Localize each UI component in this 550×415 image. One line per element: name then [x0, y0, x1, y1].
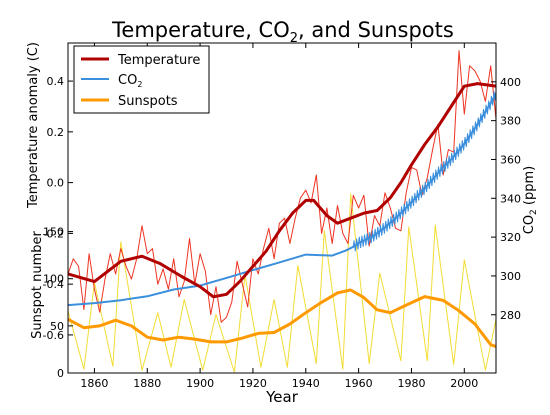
- plot-frame: [67, 42, 497, 374]
- temperature-tick-label: -0.6: [43, 329, 64, 342]
- temperature-tick-label: -0.2: [43, 227, 64, 240]
- sunspot-tick-label: 0: [57, 367, 64, 380]
- co2-tick-label: 380: [500, 115, 521, 128]
- temperature-tick-label: 0.0: [47, 177, 65, 190]
- co2-tick-label: 360: [500, 153, 521, 166]
- legend-item-sunspots: Sunspots: [81, 94, 178, 109]
- co2-tick-label: 300: [500, 270, 521, 283]
- chart-title-tail: , and Sunspots: [298, 18, 454, 42]
- co2-tick-label: 320: [500, 231, 521, 244]
- temperature-tick-label: 0.4: [47, 75, 65, 88]
- x-tick-label: 1880: [133, 377, 161, 390]
- chart-title-main: Temperature, CO: [111, 18, 290, 42]
- chart-title: Temperature, CO2, and Sunspots: [111, 18, 454, 46]
- x-axis-title: Year: [265, 388, 299, 406]
- sunspot-tick-label: 50: [50, 320, 64, 333]
- series-group: [68, 50, 496, 373]
- x-tick-label: 1900: [186, 377, 214, 390]
- legend-item-temperature: Temperature: [81, 53, 200, 68]
- sunspot-tick-label: 150: [43, 226, 64, 239]
- co2-tick-label: 400: [500, 76, 521, 89]
- temperature-axis: 0.4 0.2 0.0 -0.2 -0.4 -0.6: [43, 75, 73, 342]
- co2-axis-title: CO2 (ppm): [522, 166, 539, 235]
- temperature-tick-label: 0.2: [47, 126, 65, 139]
- co2-axis: 400 380 360 340 320 300 280: [491, 76, 521, 322]
- x-tick-label: 1980: [397, 377, 425, 390]
- temperature-axis-title: Temperature anomaly (C): [26, 42, 41, 209]
- x-tick-label: 1920: [239, 377, 267, 390]
- co2-tick-label: 280: [500, 309, 521, 322]
- series-co2: [68, 92, 496, 307]
- series-sunspots-smoothed: [68, 288, 496, 349]
- sunspot-axis: 150 100 50 0: [43, 226, 73, 380]
- x-tick-label: 1940: [292, 377, 320, 390]
- legend: Temperature CO2 Sunspots: [73, 45, 210, 114]
- x-tick-label: 1960: [345, 377, 373, 390]
- series-temperature-smoothed: [68, 82, 496, 299]
- legend-label-temperature-text: Temperature: [117, 53, 200, 68]
- series-sunspots-annual: [68, 193, 496, 373]
- legend-label-sunspots-text: Sunspots: [118, 94, 178, 109]
- legend-label-sunspots: Sunspots: [118, 94, 178, 109]
- temperature-tick-label: -0.4: [43, 278, 64, 291]
- sunspot-axis-title: Sunspot number: [30, 231, 45, 339]
- x-tick-label: 1860: [80, 377, 108, 390]
- series-co2-seasonal: [352, 91, 496, 252]
- chart-title-subscript: 2: [290, 31, 298, 46]
- co2-axis-title-tail: (ppm): [522, 166, 537, 209]
- legend-label-co2-subscript: 2: [137, 80, 142, 89]
- co2-tick-label: 340: [500, 192, 521, 205]
- legend-label-co2: CO2: [118, 73, 142, 89]
- co2-axis-title-main: CO: [522, 215, 537, 234]
- co2-axis-title-subscript: 2: [529, 209, 539, 215]
- legend-label-temperature: Temperature: [117, 53, 200, 68]
- legend-label-co2-text: CO: [118, 73, 137, 88]
- x-tick-label: 2000: [450, 377, 478, 390]
- x-axis: 1860 1880 1900 1920 1940 1960 1980 2000: [80, 43, 478, 390]
- plot-area: [68, 50, 496, 373]
- legend-item-co2: CO2: [81, 73, 142, 89]
- sunspot-tick-label: 100: [43, 273, 64, 286]
